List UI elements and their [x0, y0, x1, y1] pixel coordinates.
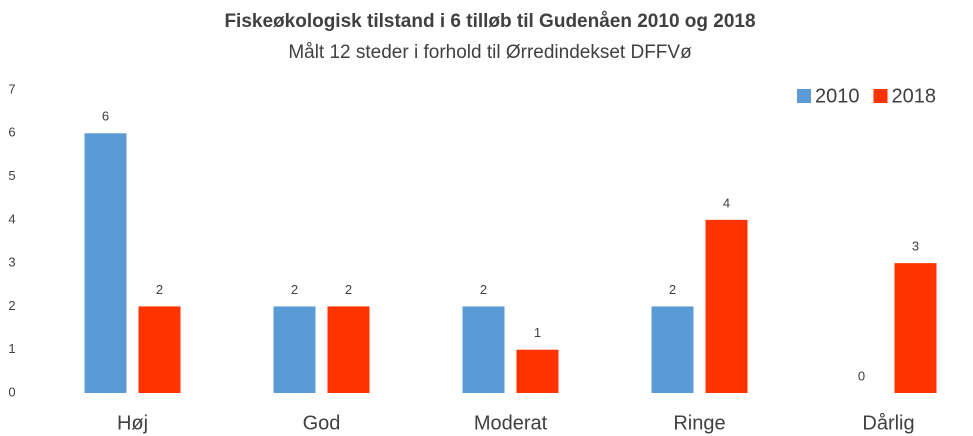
value-label: 4 [723, 195, 730, 210]
chart-title: Fiskeøkologisk tilstand i 6 tilløb til G… [224, 11, 755, 32]
x-tick-label: Dårlig [862, 412, 914, 434]
bar [273, 306, 316, 393]
y-tick-label: 6 [8, 125, 15, 140]
bar [462, 306, 505, 393]
x-tick-label: God [303, 412, 341, 434]
y-tick-label: 1 [8, 341, 15, 356]
y-tick-label: 7 [8, 81, 15, 96]
y-tick-label: 4 [8, 211, 15, 226]
bar [84, 133, 127, 394]
legend-swatch [797, 89, 811, 103]
value-label: 2 [480, 282, 487, 297]
x-tick-label: Moderat [474, 412, 548, 434]
y-tick-label: 5 [8, 168, 15, 183]
legend-swatch [873, 89, 888, 103]
chart-subtitle: Målt 12 steder i forhold til Ørredindeks… [288, 42, 692, 63]
value-label: 1 [534, 325, 541, 340]
value-label: 2 [345, 282, 352, 297]
y-tick-label: 3 [8, 255, 15, 270]
legend-label: 2010 [815, 85, 860, 107]
bar [651, 306, 694, 393]
value-label: 2 [669, 282, 676, 297]
y-tick-label: 0 [8, 384, 15, 399]
legend-label: 2018 [892, 85, 937, 107]
x-tick-label: Høj [117, 412, 148, 434]
bar [516, 349, 559, 393]
bar [705, 219, 748, 393]
value-label: 6 [102, 109, 109, 124]
y-tick-label: 2 [8, 298, 15, 313]
value-label: 2 [156, 282, 163, 297]
value-label: 2 [291, 282, 298, 297]
bar [894, 263, 937, 393]
x-tick-label: Ringe [673, 412, 725, 434]
value-label: 0 [858, 368, 865, 383]
bar [327, 306, 370, 393]
value-label: 3 [912, 239, 919, 254]
bar [138, 306, 181, 393]
